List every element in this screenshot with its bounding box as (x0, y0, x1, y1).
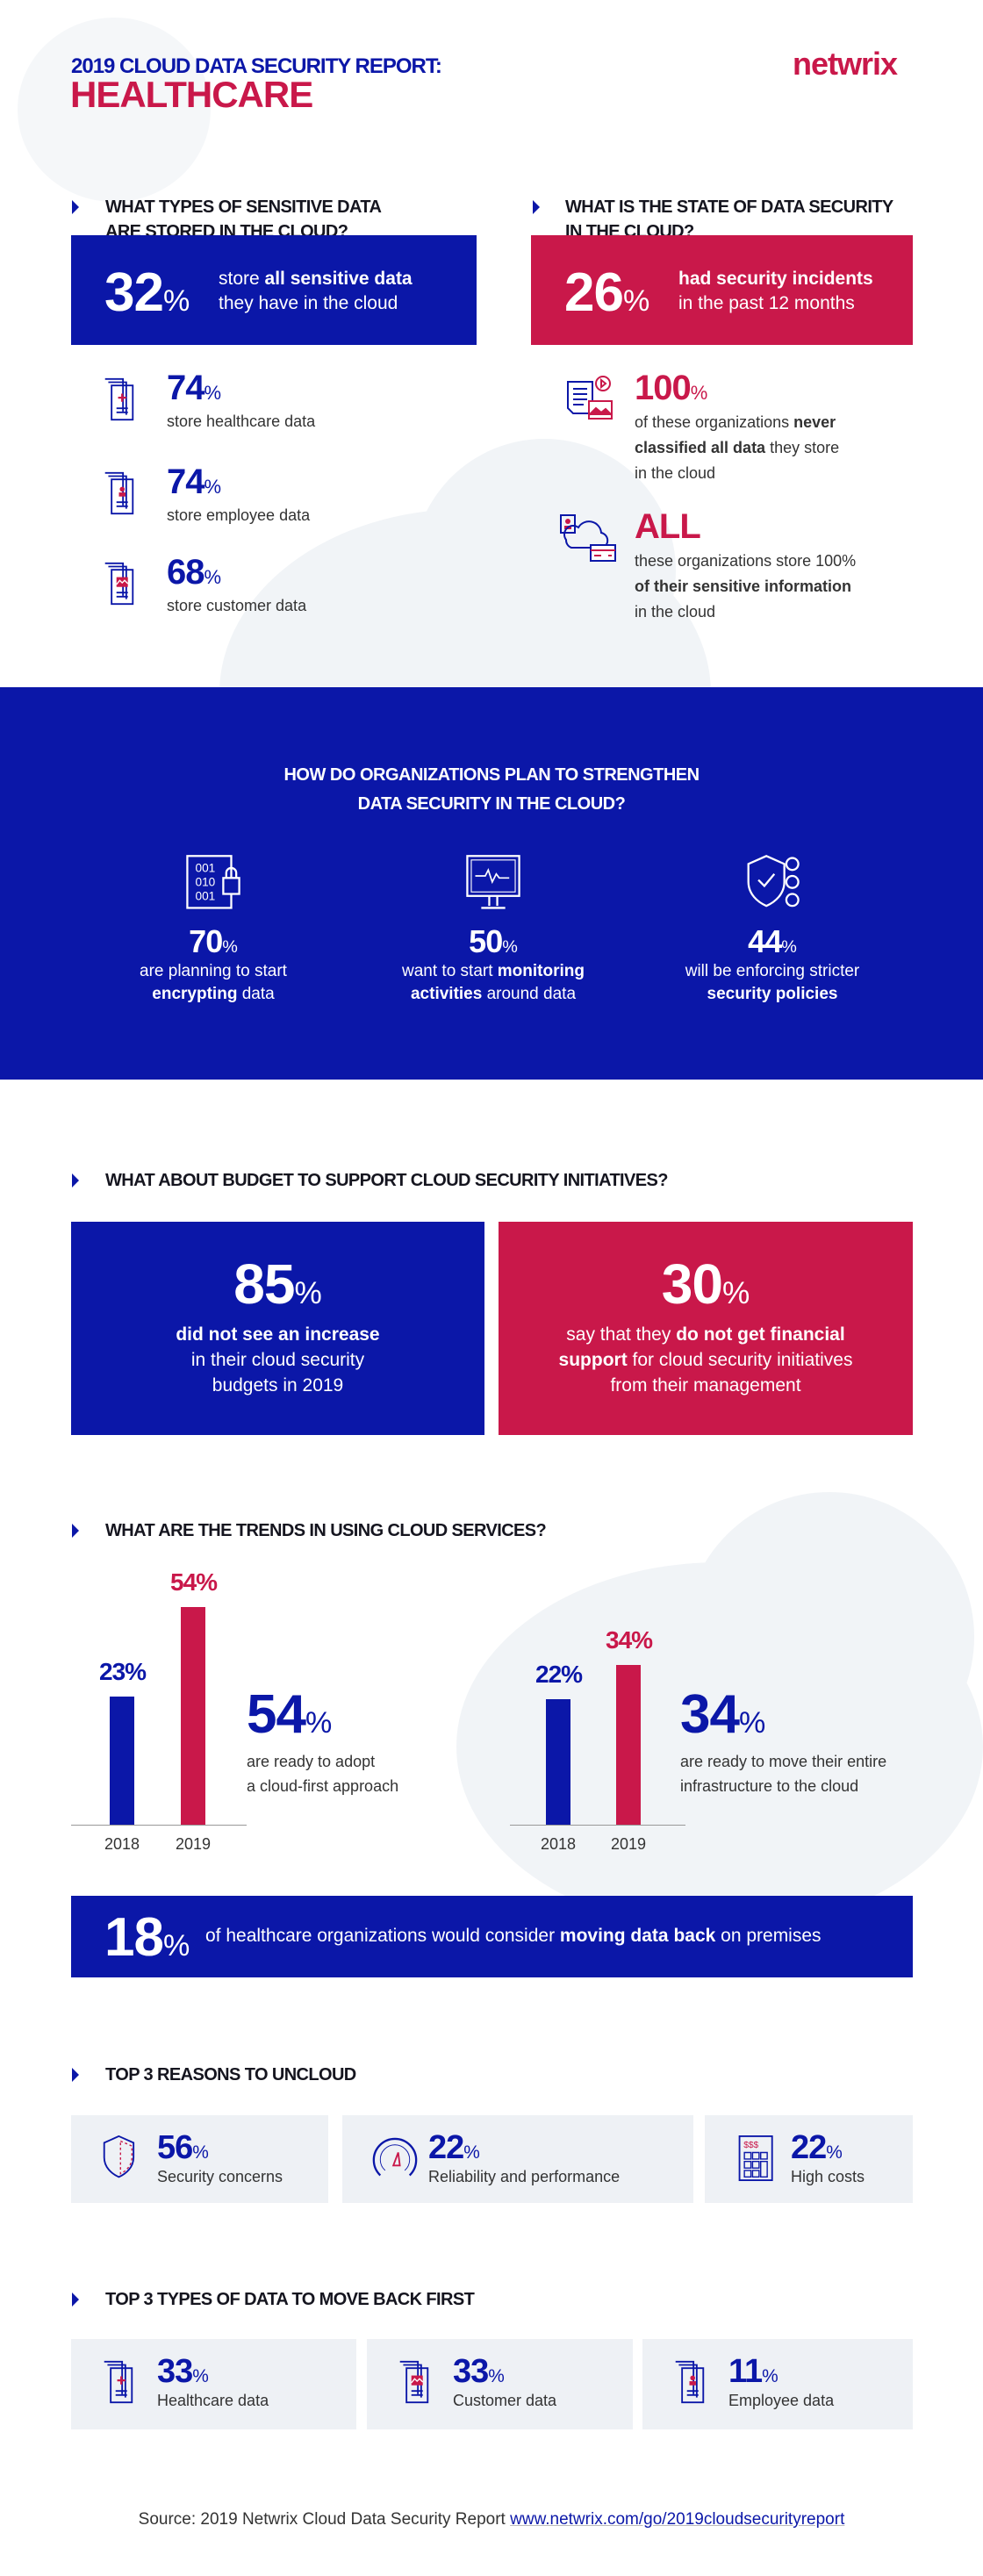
uncloud-card: 56% Security concerns (71, 2115, 328, 2203)
cloud-decoration (18, 18, 211, 202)
chart-axis-line (71, 1825, 247, 1826)
cloud-decoration (685, 1492, 974, 1782)
bar-2018 (110, 1697, 134, 1825)
svg-text:$$$: $$$ (743, 2141, 758, 2150)
section-heading: WHAT ARE THE TRENDS IN USING CLOUD SERVI… (105, 1521, 547, 1540)
bar-year-label: 2019 (610, 1835, 647, 1853)
bar-2018 (546, 1699, 570, 1825)
stat-item: 68% store customer data (167, 553, 307, 614)
calculator-icon: $$$ (735, 2133, 780, 2184)
strengthen-item: 50% want to start monitoring activities a… (362, 854, 625, 1006)
strengthen-section: HOW DO ORGANIZATIONS PLAN TO STRENGTHEN D… (0, 687, 983, 1080)
bar-value-label: 23% (99, 1658, 147, 1686)
cloud-decoration (413, 439, 676, 702)
moveback-card: 11% Employee data (642, 2339, 913, 2429)
shield-icon (101, 2133, 147, 2184)
report-subtitle: HEALTHCARE (70, 74, 313, 115)
bar-value-label: 22% (535, 1661, 583, 1689)
encryption-lock-icon: 001 010 001 (185, 854, 241, 912)
uncloud-card: 22% Reliability and performance (342, 2115, 693, 2203)
section-arrow-icon (72, 200, 79, 214)
bar-value-label: 54% (170, 1568, 218, 1596)
report-link[interactable]: www.netwrix.com/go/2019cloudsecurityrepo… (510, 2510, 845, 2529)
chart-axis-line (510, 1825, 685, 1826)
section-arrow-icon (72, 1524, 79, 1538)
section-arrow-icon (533, 200, 540, 214)
section-heading: TOP 3 REASONS TO UNCLOUD (105, 2065, 356, 2084)
bar-2019 (616, 1664, 641, 1825)
stat-all-organizations: ALL these organizations store 100% of the… (635, 507, 857, 621)
monitor-activity-icon (465, 854, 521, 912)
moveback-card: 33% Healthcare data (71, 2339, 356, 2429)
bar-value-label: 34% (606, 1625, 653, 1654)
stat-item: 74% store healthcare data (167, 369, 316, 430)
svg-text:001: 001 (196, 861, 216, 874)
stat-item: 74% store employee data (167, 463, 311, 524)
svg-text:010: 010 (196, 875, 216, 888)
moveback-card: 33% Customer data (367, 2339, 633, 2429)
report-title: 2019 CLOUD DATA SECURITY REPORT: (71, 54, 442, 78)
stat-budget-30: 30% say that they do not get financial su… (499, 1222, 913, 1435)
stat-banner-18: 18% of healthcare organizations would co… (71, 1896, 913, 1977)
section-arrow-icon (72, 2068, 79, 2082)
stat-highlight-26: 26% had security incidents in the past 12… (531, 235, 913, 345)
strengthen-item: 001 010 001 70% are planning to start encry… (82, 854, 345, 1006)
bar-year-label: 2018 (104, 1835, 140, 1853)
strengthen-item: 44% will be enforcing stricter security p… (641, 854, 904, 1006)
stat-budget-85: 85% did not see an increase in their clou… (71, 1222, 484, 1435)
section-arrow-icon (72, 2293, 79, 2307)
bar-2019 (181, 1606, 205, 1825)
shield-policy-icon (744, 854, 800, 912)
section-heading: WHAT ABOUT BUDGET TO SUPPORT CLOUD SECUR… (105, 1171, 668, 1190)
employee-document-icon (672, 2357, 718, 2407)
stat-100-never-classified: 100% of these organizations never classif… (635, 369, 840, 482)
section-heading: HOW DO ORGANIZATIONS PLAN TO STRENGTHEN D… (283, 765, 700, 814)
customer-document-icon (102, 558, 147, 609)
bar-year-label: 2019 (175, 1835, 212, 1853)
source-footer: Source: 2019 Netwrix Cloud Data Security… (138, 2510, 845, 2529)
stat-move-infrastructure: 34% are ready to move their entire infras… (680, 1684, 887, 1795)
uncloud-card: $$$ 22% High costs (705, 2115, 913, 2203)
section-arrow-icon (72, 1173, 79, 1188)
bar-year-label: 2018 (540, 1835, 577, 1853)
section-heading: TOP 3 TYPES OF DATA TO MOVE BACK FIRST (105, 2290, 475, 2309)
employee-document-icon (102, 468, 147, 519)
healthcare-document-icon (101, 2357, 147, 2407)
cloud-data-icon (559, 513, 617, 564)
stat-cloud-first: 54% are ready to adopt a cloud-first appr… (247, 1684, 399, 1795)
svg-text:001: 001 (196, 889, 216, 902)
classified-documents-icon (564, 373, 617, 426)
stat-highlight-32: 32% store all sensitive data they have in… (71, 235, 477, 345)
healthcare-document-icon (102, 374, 147, 425)
speedometer-icon (372, 2133, 418, 2184)
netwrix-logo: netwrix (793, 46, 898, 82)
customer-document-icon (397, 2357, 442, 2407)
